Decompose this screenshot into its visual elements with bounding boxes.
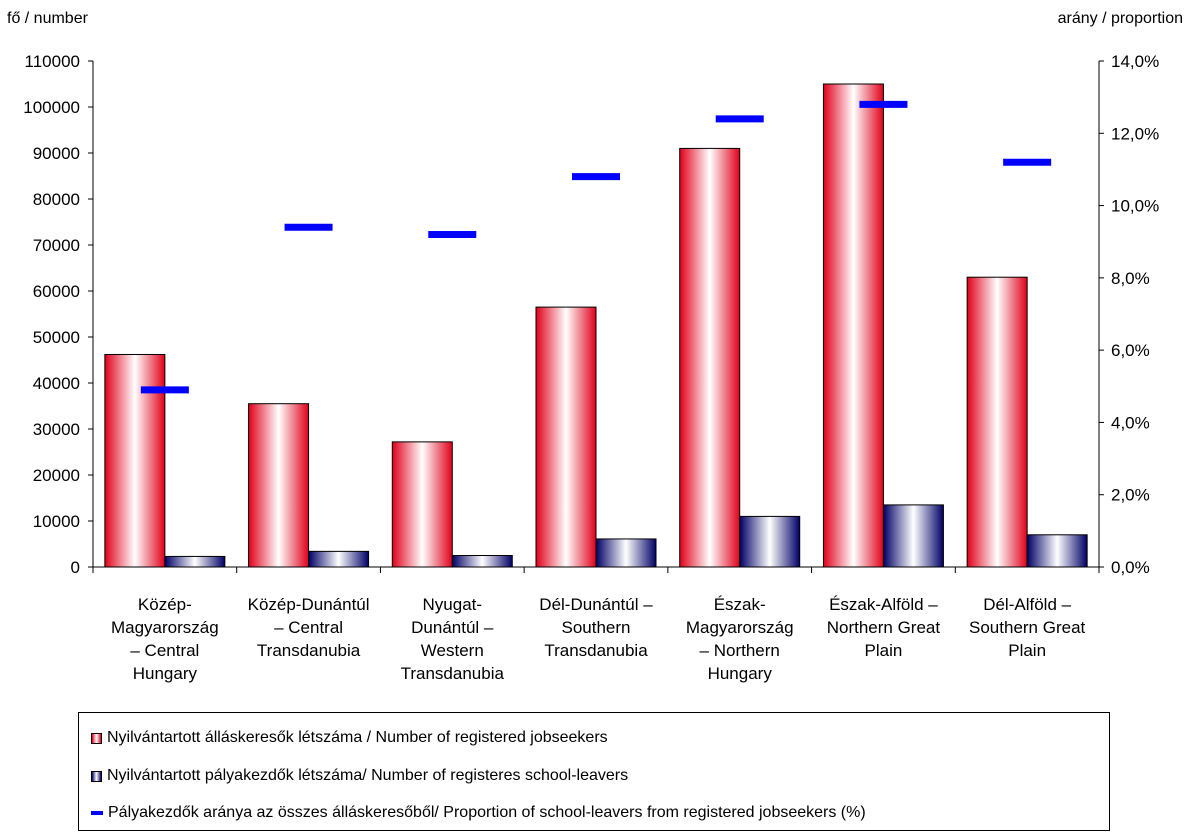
- bar-school-leavers: [164, 555, 226, 568]
- left-tick-label: 40000: [33, 374, 80, 393]
- right-tick-label: 0,0%: [1111, 558, 1150, 577]
- bar-school-leavers: [1026, 534, 1088, 568]
- left-tick-label: 50000: [33, 328, 80, 347]
- legend-swatch-jobseekers: [91, 732, 102, 744]
- bar-school-leavers: [308, 550, 370, 568]
- right-tick-label: 12,0%: [1111, 124, 1159, 143]
- left-tick-label: 80000: [33, 190, 80, 209]
- left-tick-label: 30000: [33, 420, 80, 439]
- right-axis-title: arány / proportion: [1057, 10, 1183, 27]
- category-label: Észak-Magyarország – Northern Hungary: [686, 595, 794, 683]
- left-tick-label: 90000: [33, 144, 80, 163]
- bar-school-leavers: [451, 555, 513, 568]
- bar-jobseekers: [535, 306, 597, 568]
- category-label: Közép-Magyarország – Central Hungary: [111, 595, 219, 683]
- left-tick-label: 10000: [33, 512, 80, 531]
- bar-jobseekers: [679, 147, 741, 568]
- bar-jobseekers: [966, 276, 1028, 568]
- labels: 0 10000 20000 30000 40000 50000 60000 70000 8000…: [23, 52, 1159, 683]
- legend-item-school-leavers: Nyilvántartott pályakezdők létszáma/ Num…: [91, 767, 628, 785]
- legend-label-proportion: Pályakezdők aránya az összes álláskereső…: [108, 804, 866, 821]
- right-tick-label: 2,0%: [1111, 486, 1150, 505]
- category-label: Közép-Dunántúl – Central Transdanubia: [248, 595, 370, 660]
- left-tick-label: 70000: [33, 236, 80, 255]
- category-label: Dél-Alföld – Southern Great Plain: [969, 595, 1086, 660]
- bar-jobseekers: [391, 441, 453, 568]
- category-label: Észak-Alföld – Northern Great Plain: [827, 595, 941, 660]
- legend-item-proportion: Pályakezdők aránya az összes álláskereső…: [91, 804, 866, 822]
- legend-item-jobseekers: Nyilvántartott álláskeresők létszáma / N…: [91, 729, 608, 747]
- left-tick-label: 110000: [25, 52, 80, 71]
- right-tick-label: 4,0%: [1111, 413, 1150, 432]
- legend-swatch-school-leavers: [91, 770, 102, 782]
- left-tick-label: 0: [71, 558, 80, 577]
- left-tick-label: 20000: [33, 466, 80, 485]
- legend-label-jobseekers: Nyilvántartott álláskeresők létszáma / N…: [107, 729, 608, 746]
- right-tick-label: 14,0%: [1111, 52, 1159, 71]
- right-tick-label: 6,0%: [1111, 341, 1150, 360]
- bar-school-leavers: [739, 515, 801, 568]
- category-label: Nyugat-Dunántúl – Western Transdanubia: [401, 595, 505, 683]
- markers: [140, 100, 1052, 394]
- category-label: Dél-Dunántúl – Southern Transdanubia: [539, 595, 653, 660]
- left-tick-label: 100000: [23, 98, 80, 117]
- bar-jobseekers: [822, 83, 884, 568]
- legend: Nyilvántartott álláskeresők létszáma / N…: [78, 712, 1110, 831]
- bars: [104, 83, 1088, 568]
- legend-swatch-proportion: [91, 811, 103, 815]
- right-tick-label: 8,0%: [1111, 269, 1150, 288]
- bar-jobseekers: [104, 353, 166, 568]
- legend-label-school-leavers: Nyilvántartott pályakezdők létszáma/ Num…: [107, 767, 629, 784]
- bar-school-leavers: [882, 504, 944, 568]
- left-tick-label: 60000: [33, 282, 80, 301]
- bar-jobseekers: [248, 403, 310, 568]
- right-tick-label: 10,0%: [1111, 197, 1159, 216]
- bar-school-leavers: [595, 538, 657, 568]
- left-axis-title: fő / number: [7, 10, 88, 27]
